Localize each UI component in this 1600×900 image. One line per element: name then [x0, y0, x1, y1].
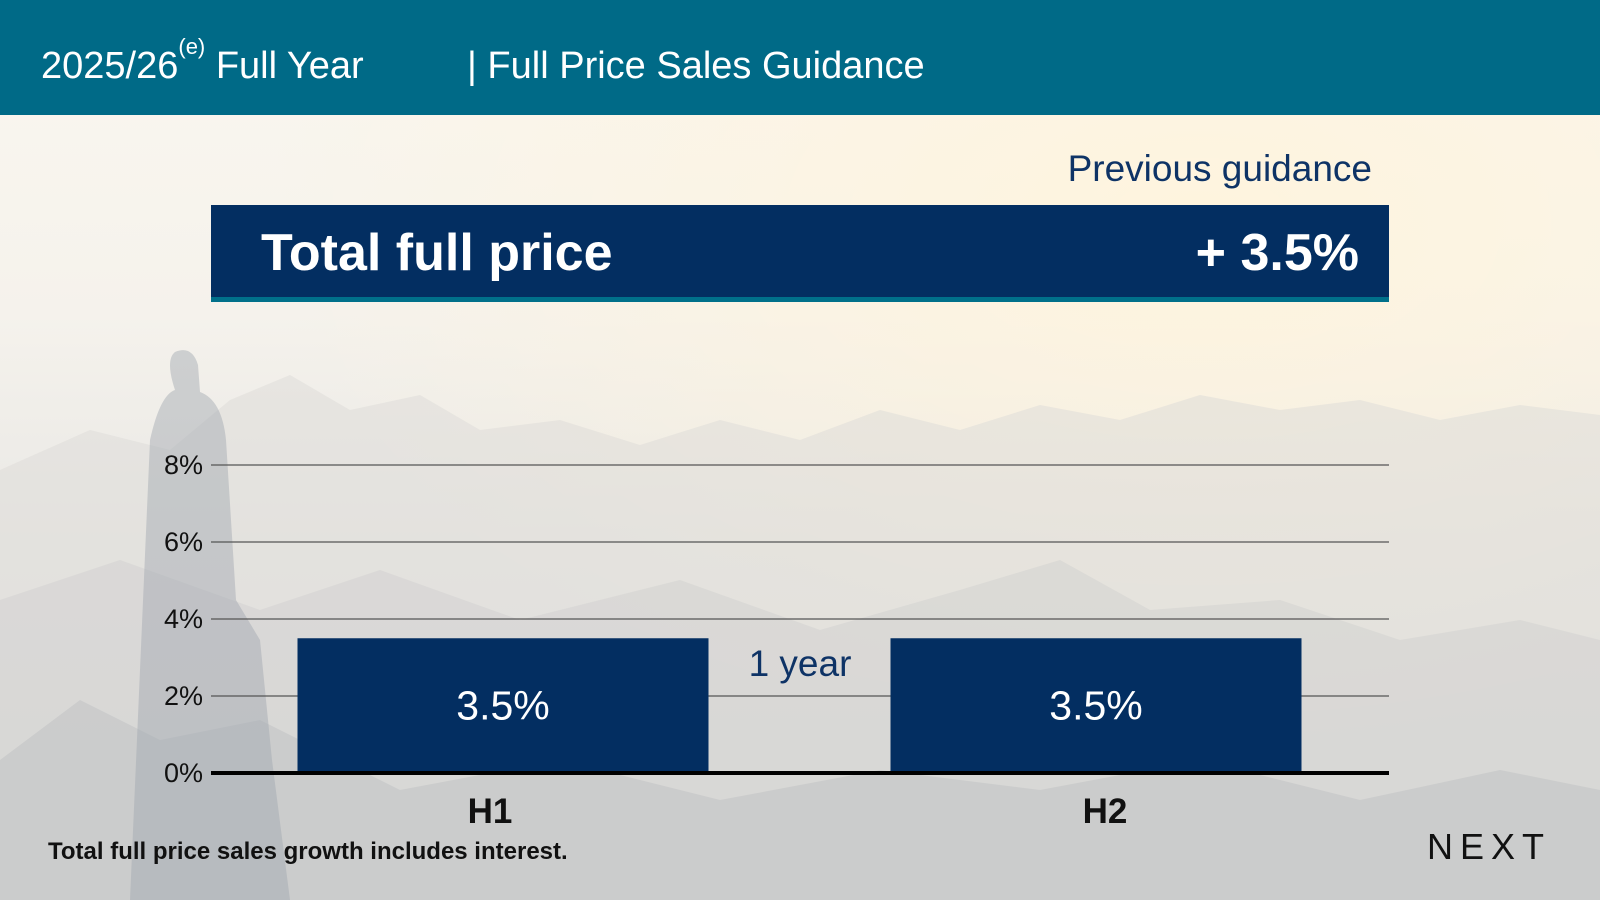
- period-text: 2025/26: [41, 45, 179, 87]
- footnote: Total full price sales growth includes i…: [48, 838, 568, 865]
- section-title: | Full Price Sales Guidance: [467, 45, 925, 87]
- banner-value: + 3.5%: [1195, 224, 1359, 282]
- bar-data-label: 3.5%: [1049, 683, 1142, 729]
- banner-label: Total full price: [261, 224, 613, 282]
- y-tick-label: 4%: [164, 604, 203, 634]
- period-label: Full Year: [215, 45, 364, 87]
- total-full-price-banner: Total full price + 3.5%: [211, 205, 1389, 302]
- y-tick-label: 8%: [164, 450, 203, 480]
- previous-guidance-label: Previous guidance: [1067, 148, 1372, 189]
- period-suffix: (e): [178, 34, 206, 59]
- x-tick-label: H1: [468, 792, 513, 831]
- header-bar: 2025/26(e) Full Year | Full Price Sales …: [0, 0, 1600, 115]
- y-tick-label: 6%: [164, 527, 203, 557]
- bar-h2: [890, 638, 1302, 773]
- y-tick-label: 2%: [164, 681, 203, 711]
- header-period-title: 2025/26(e) Full Year: [41, 36, 364, 92]
- chart-annotation: 1 year: [749, 643, 852, 684]
- y-tick-label: 0%: [164, 758, 203, 788]
- bar-h1: [297, 638, 709, 773]
- bar-data-label: 3.5%: [456, 683, 549, 729]
- hiker-silhouette: [130, 350, 290, 900]
- x-tick-label: H2: [1083, 792, 1128, 831]
- next-logo: NEXT: [1427, 826, 1552, 867]
